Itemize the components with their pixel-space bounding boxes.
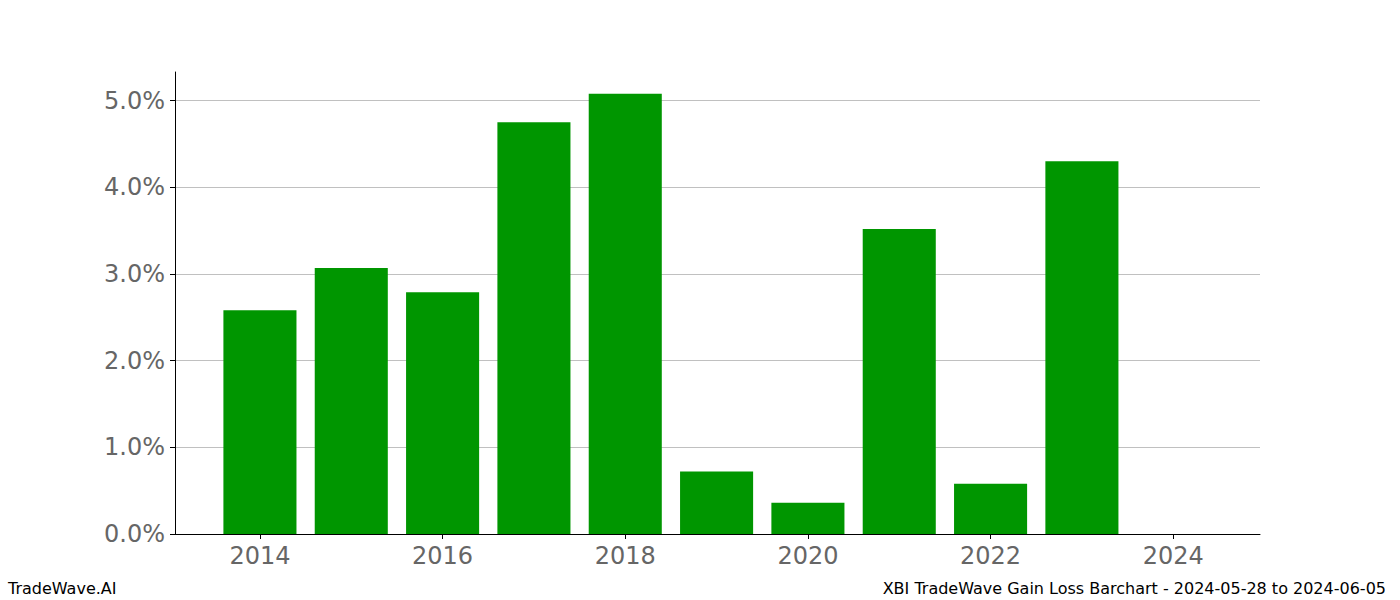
svg-text:XBI TradeWave Gain Loss Barcha: XBI TradeWave Gain Loss Barchart - 2024-… <box>883 579 1386 598</box>
svg-text:2014: 2014 <box>229 542 290 570</box>
svg-text:2018: 2018 <box>595 542 656 570</box>
svg-text:2022: 2022 <box>960 542 1021 570</box>
svg-text:0.0%: 0.0% <box>104 520 165 548</box>
svg-text:2020: 2020 <box>777 542 838 570</box>
svg-text:1.0%: 1.0% <box>104 433 165 461</box>
svg-text:5.0%: 5.0% <box>104 87 165 115</box>
svg-text:TradeWave.AI: TradeWave.AI <box>7 579 116 598</box>
svg-text:2024: 2024 <box>1143 542 1204 570</box>
svg-text:4.0%: 4.0% <box>104 173 165 201</box>
svg-text:2016: 2016 <box>412 542 473 570</box>
svg-text:3.0%: 3.0% <box>104 260 165 288</box>
svg-text:2.0%: 2.0% <box>104 347 165 375</box>
